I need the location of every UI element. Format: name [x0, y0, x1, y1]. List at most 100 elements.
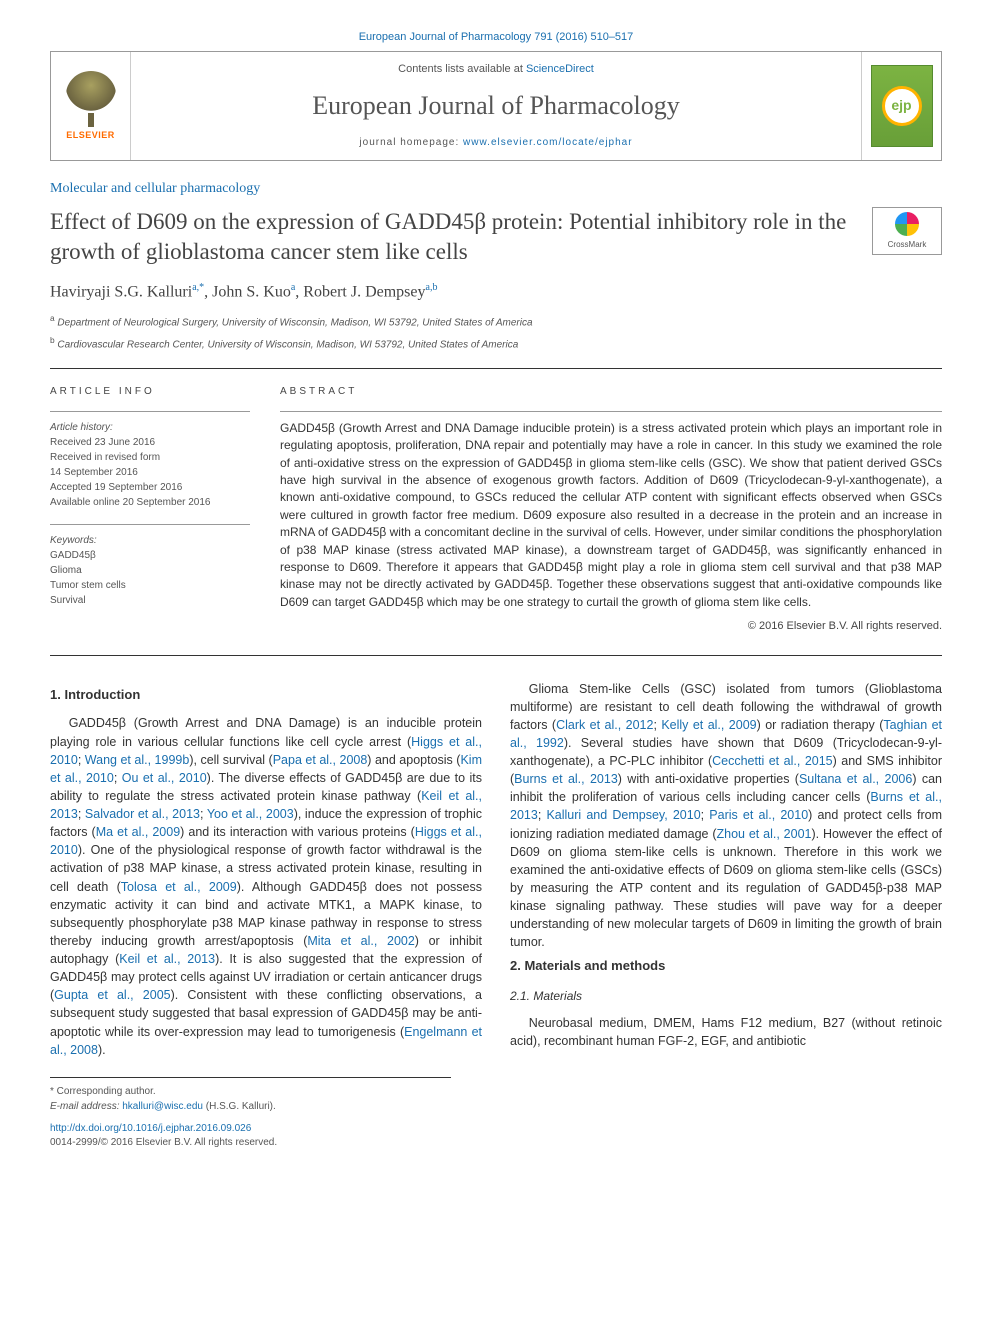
crossmark-icon — [895, 212, 919, 236]
doi-link[interactable]: http://dx.doi.org/10.1016/j.ejphar.2016.… — [50, 1123, 251, 1134]
journal-cover-cell: ejp — [861, 52, 941, 160]
sciencedirect-link[interactable]: ScienceDirect — [526, 63, 594, 75]
revised-line2: 14 September 2016 — [50, 465, 250, 480]
t: ). — [98, 1043, 106, 1057]
abstract: ABSTRACT GADD45β (Growth Arrest and DNA … — [280, 385, 942, 635]
t: ) and apoptosis ( — [367, 753, 460, 767]
article-info-head: ARTICLE INFO — [50, 385, 250, 399]
t: ; — [114, 771, 122, 785]
ref-papa-2008[interactable]: Papa et al., 2008 — [273, 753, 368, 767]
history-lead: Article history: — [50, 420, 250, 435]
journal-name: European Journal of Pharmacology — [151, 88, 841, 124]
keywords-block: Keywords: GADD45β Glioma Tumor stem cell… — [50, 533, 250, 608]
ref-salvador-2013[interactable]: Salvador et al., 2013 — [85, 807, 200, 821]
doi: http://dx.doi.org/10.1016/j.ejphar.2016.… — [50, 1122, 942, 1136]
issn-copyright: 0014-2999/© 2016 Elsevier B.V. All right… — [50, 1136, 942, 1150]
homepage-link[interactable]: www.elsevier.com/locate/ejphar — [463, 137, 633, 148]
journal-cover[interactable]: ejp — [871, 65, 933, 147]
revised-line1: Received in revised form — [50, 450, 250, 465]
ref-yoo-2003[interactable]: Yoo et al., 2003 — [207, 807, 294, 821]
intro-para-1: GADD45β (Growth Arrest and DNA Damage) i… — [50, 714, 482, 1058]
divider-2 — [50, 655, 942, 656]
online-date: Available online 20 September 2016 — [50, 495, 250, 510]
email-name: (H.S.G. Kalluri). — [203, 1101, 276, 1112]
elsevier-tree-icon — [66, 71, 116, 118]
author-2: John S. Kuo — [212, 283, 291, 300]
corresponding-author: * Corresponding author. — [50, 1084, 451, 1099]
ref-ma-2009[interactable]: Ma et al., 2009 — [96, 825, 180, 839]
journal-cover-monogram: ejp — [882, 86, 922, 126]
intro-para-2: Glioma Stem-like Cells (GSC) isolated fr… — [510, 680, 942, 952]
methods-head: 2. Materials and methods — [510, 957, 942, 976]
keywords-lead: Keywords: — [50, 533, 250, 548]
elsevier-wordmark: ELSEVIER — [66, 129, 115, 142]
author-1: Haviryaji S.G. Kalluri — [50, 283, 192, 300]
ref-mita-2002[interactable]: Mita et al., 2002 — [307, 934, 414, 948]
contents-prefix: Contents lists available at — [398, 63, 526, 75]
affiliation-a-text: Department of Neurological Surgery, Univ… — [57, 318, 532, 329]
ref-burns-2013[interactable]: Burns et al., 2013 — [514, 772, 618, 786]
ref-clark-2012[interactable]: Clark et al., 2012 — [556, 718, 653, 732]
crossmark-label: CrossMark — [888, 239, 927, 250]
abstract-divider — [280, 411, 942, 412]
materials-subhead: 2.1. Materials — [510, 988, 942, 1005]
email-line: E-mail address: hkalluri@wisc.edu (H.S.G… — [50, 1099, 451, 1114]
ref-kelly-2009[interactable]: Kelly et al., 2009 — [661, 718, 756, 732]
section-label: Molecular and cellular pharmacology — [50, 179, 942, 199]
ref-wang-1999b[interactable]: Wang et al., 1999b — [85, 753, 190, 767]
ref-ou-2010[interactable]: Ou et al., 2010 — [122, 771, 207, 785]
abstract-copyright: © 2016 Elsevier B.V. All rights reserved… — [280, 619, 942, 634]
publisher-logo-cell: ELSEVIER — [51, 52, 131, 160]
contents-available: Contents lists available at ScienceDirec… — [151, 62, 841, 77]
article-info: ARTICLE INFO Article history: Received 2… — [50, 385, 250, 635]
abstract-head: ABSTRACT — [280, 385, 942, 399]
journal-header: ELSEVIER Contents lists available at Sci… — [50, 51, 942, 161]
email-link[interactable]: hkalluri@wisc.edu — [122, 1101, 203, 1112]
accepted-date: Accepted 19 September 2016 — [50, 480, 250, 495]
materials-para: Neurobasal medium, DMEM, Hams F12 medium… — [510, 1014, 942, 1050]
ref-gupta-2005[interactable]: Gupta et al., 2005 — [54, 988, 170, 1002]
info-divider-2 — [50, 524, 250, 525]
top-journal-link[interactable]: European Journal of Pharmacology — [359, 31, 531, 43]
divider — [50, 368, 942, 369]
info-abstract-row: ARTICLE INFO Article history: Received 2… — [50, 385, 942, 635]
affiliation-a: a Department of Neurological Surgery, Un… — [50, 313, 942, 330]
ref-paris-2010[interactable]: Paris et al., 2010 — [709, 808, 808, 822]
keyword-3: Tumor stem cells — [50, 578, 250, 593]
ref-tolosa-2009[interactable]: Tolosa et al., 2009 — [121, 880, 237, 894]
t: ; — [200, 807, 207, 821]
keyword-1: GADD45β — [50, 548, 250, 563]
info-divider — [50, 411, 250, 412]
ref-sultana-2006[interactable]: Sultana et al., 2006 — [799, 772, 912, 786]
article-history: Article history: Received 23 June 2016 R… — [50, 420, 250, 510]
affiliation-b-text: Cardiovascular Research Center, Universi… — [57, 339, 518, 350]
t: ) or radiation therapy ( — [757, 718, 884, 732]
t: ). However the effect of D609 on glioma … — [510, 827, 942, 950]
ref-kalluri-2010[interactable]: Kalluri and Dempsey, 2010 — [546, 808, 700, 822]
ref-zhou-2001[interactable]: Zhou et al., 2001 — [717, 827, 812, 841]
t: ) and its interaction with various prote… — [180, 825, 415, 839]
top-citation: European Journal of Pharmacology 791 (20… — [50, 30, 942, 45]
keyword-2: Glioma — [50, 563, 250, 578]
email-label: E-mail address: — [50, 1101, 122, 1112]
body-text: 1. Introduction GADD45β (Growth Arrest a… — [50, 680, 942, 1059]
t: ; — [701, 808, 710, 822]
crossmark-badge[interactable]: CrossMark — [872, 207, 942, 255]
author-1-sup: a,* — [192, 282, 204, 293]
abstract-text: GADD45β (Growth Arrest and DNA Damage in… — [280, 420, 942, 611]
received-date: Received 23 June 2016 — [50, 435, 250, 450]
ref-cecchetti-2015[interactable]: Cecchetti et al., 2015 — [712, 754, 833, 768]
t: ; — [78, 753, 85, 767]
journal-homepage: journal homepage: www.elsevier.com/locat… — [151, 136, 841, 150]
introduction-head: 1. Introduction — [50, 686, 482, 705]
top-issue: 791 (2016) 510–517 — [534, 31, 633, 43]
article-title: Effect of D609 on the expression of GADD… — [50, 207, 852, 267]
footnotes: * Corresponding author. E-mail address: … — [50, 1077, 451, 1114]
header-center: Contents lists available at ScienceDirec… — [131, 52, 861, 160]
t: ; — [78, 807, 85, 821]
author-3-sup: a,b — [426, 282, 438, 293]
homepage-prefix: journal homepage: — [359, 137, 463, 148]
ref-keil-2013-b[interactable]: Keil et al., 2013 — [119, 952, 215, 966]
elsevier-logo[interactable]: ELSEVIER — [61, 71, 121, 141]
t: ) with anti-oxidative properties ( — [618, 772, 799, 786]
